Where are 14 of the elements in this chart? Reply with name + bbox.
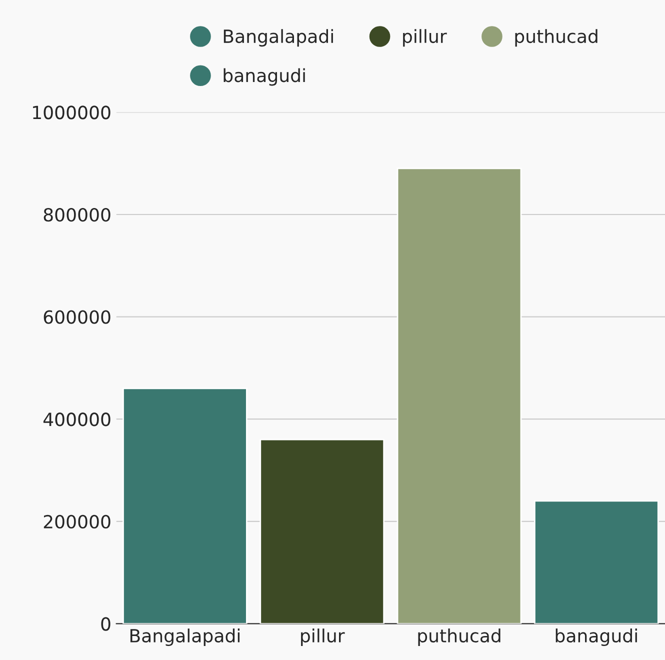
- y-tick-label: 400000: [43, 412, 110, 426]
- y-tick-label: 200000: [44, 514, 110, 529]
- legend-label: Bangalapadi: [224, 29, 333, 47]
- x-tick-label: Bangalapadi: [130, 628, 240, 646]
- legend-label: banagudi: [224, 68, 305, 86]
- x-tick-label: pillur: [301, 628, 345, 646]
- x-tick-label: banagudi: [556, 628, 637, 646]
- y-tick-label: 600000: [44, 310, 110, 324]
- legend-label: puthucad: [515, 29, 598, 47]
- y-tick-label: 800000: [44, 208, 110, 222]
- legend-label: pillur: [403, 29, 447, 47]
- y-tick-label: 1000000: [33, 106, 110, 120]
- y-tick-label: 0: [101, 617, 110, 631]
- x-tick-label: puthucad: [418, 628, 500, 646]
